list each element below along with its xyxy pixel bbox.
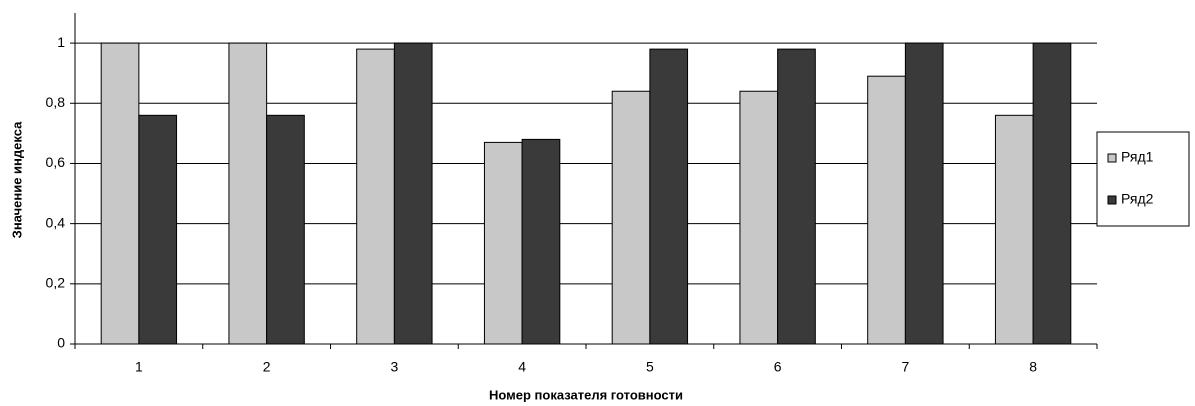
x-tick-label: 5 (646, 359, 654, 375)
bar (483, 141, 523, 345)
bar (611, 90, 651, 345)
bar (994, 114, 1034, 345)
y-tick-label: 0 (57, 335, 65, 351)
x-tick-label: 7 (901, 359, 909, 375)
x-tick-label: 6 (774, 359, 782, 375)
bar (777, 48, 816, 345)
bar (393, 42, 433, 345)
y-tick-label: 0,2 (46, 275, 66, 291)
legend-label: Ряд1 (1121, 149, 1154, 165)
x-tick-label: 8 (1029, 359, 1037, 375)
bar (521, 138, 561, 345)
x-tick-label: 4 (518, 359, 526, 375)
y-tick-label: 0,6 (46, 154, 66, 170)
bar (100, 42, 140, 345)
bar (228, 42, 268, 345)
bar (138, 114, 178, 345)
bar (649, 48, 689, 345)
y-tick-label: 0,8 (46, 94, 66, 110)
x-tick-label: 1 (135, 359, 143, 375)
legend-swatch (1107, 153, 1117, 163)
legend-box (1096, 131, 1190, 227)
x-tick-label: 2 (263, 359, 271, 375)
y-tick-label: 1 (57, 34, 65, 50)
bar (739, 90, 779, 345)
legend-label: Ряд2 (1121, 191, 1154, 207)
y-axis-title: Значение индекса (9, 121, 24, 238)
bar (266, 114, 305, 345)
y-tick-label: 0,4 (46, 214, 66, 230)
bar (904, 42, 944, 345)
legend-swatch (1107, 195, 1117, 205)
bar (1032, 42, 1072, 345)
bar (867, 75, 906, 345)
bar (356, 48, 395, 345)
x-axis-title: Номер показателя готовности (489, 387, 683, 402)
x-tick-label: 3 (390, 359, 398, 375)
